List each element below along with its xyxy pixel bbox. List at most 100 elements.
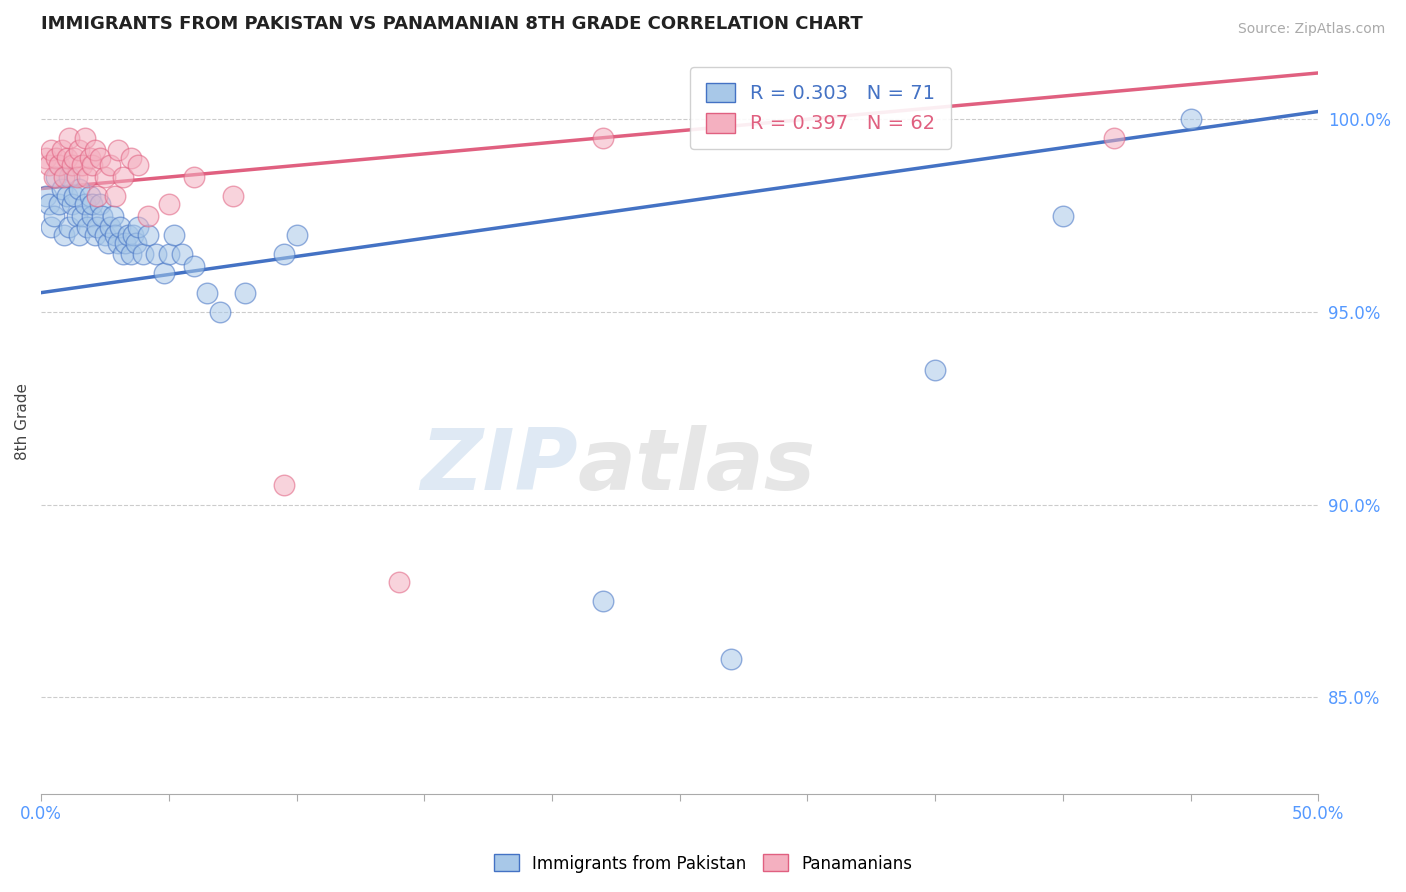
Point (98, 220, 121, 235)
Point (98, 158, 121, 172)
Point (124, 235, 146, 250)
Point (388, 574, 411, 589)
Point (208, 305, 231, 319)
Point (592, 131, 614, 145)
Point (101, 209, 124, 223)
Point (67, 227, 90, 242)
Point (38, 158, 60, 172)
Point (94, 227, 117, 242)
Point (221, 189, 243, 203)
Point (86, 220, 108, 235)
Point (132, 247, 155, 261)
Point (89, 151, 111, 165)
Point (48, 197, 70, 211)
Point (96, 235, 118, 250)
Point (592, 594, 614, 608)
Point (924, 362, 946, 376)
Point (120, 247, 142, 261)
Point (42, 169, 65, 184)
Point (83, 227, 105, 242)
Point (89, 197, 111, 211)
Text: IMMIGRANTS FROM PAKISTAN VS PANAMANIAN 8TH GRADE CORRELATION CHART: IMMIGRANTS FROM PAKISTAN VS PANAMANIAN 8… (41, 15, 863, 33)
Point (67, 143, 90, 157)
Point (79, 151, 101, 165)
Point (170, 247, 193, 261)
Point (63, 151, 86, 165)
Point (117, 227, 139, 242)
Point (73, 131, 96, 145)
Point (35, 151, 58, 165)
Point (183, 169, 205, 184)
Point (285, 227, 308, 242)
Point (107, 235, 129, 250)
Point (195, 285, 218, 300)
Point (76, 169, 98, 184)
Point (94, 169, 117, 184)
Point (60, 158, 83, 172)
Point (58, 169, 80, 184)
Point (152, 266, 174, 280)
Point (138, 227, 160, 242)
Text: atlas: atlas (578, 425, 815, 508)
Point (114, 235, 136, 250)
Point (273, 247, 295, 261)
Point (45, 169, 67, 184)
Point (51, 143, 73, 157)
Y-axis label: 8th Grade: 8th Grade (15, 384, 30, 460)
Point (51, 181, 73, 195)
Point (38, 197, 60, 211)
Point (104, 189, 127, 203)
Point (76, 220, 98, 235)
Point (163, 227, 186, 242)
Point (82, 197, 104, 211)
Point (63, 189, 86, 203)
Point (157, 247, 180, 261)
Point (86, 189, 108, 203)
Point (60, 197, 83, 211)
Point (82, 209, 104, 223)
Point (55, 151, 77, 165)
Point (66, 169, 89, 184)
Point (42, 209, 65, 223)
Point (1180, 112, 1202, 127)
Point (720, 652, 742, 666)
Point (107, 143, 129, 157)
Point (1052, 209, 1074, 223)
Point (273, 478, 295, 492)
Point (127, 220, 149, 235)
Point (66, 209, 89, 223)
Point (183, 259, 205, 273)
Point (41, 220, 63, 235)
Point (120, 151, 142, 165)
Text: ZIP: ZIP (420, 425, 578, 508)
Legend: Immigrants from Pakistan, Panamanians: Immigrants from Pakistan, Panamanians (486, 847, 920, 880)
Point (58, 220, 80, 235)
Point (70, 158, 93, 172)
Point (55, 189, 77, 203)
Point (157, 197, 180, 211)
Point (91, 209, 114, 223)
Point (79, 189, 101, 203)
Point (1102, 131, 1125, 145)
Point (73, 197, 96, 211)
Point (111, 169, 134, 184)
Point (145, 247, 167, 261)
Point (83, 143, 105, 157)
Text: Source: ZipAtlas.com: Source: ZipAtlas.com (1237, 22, 1385, 37)
Point (122, 227, 145, 242)
Point (82, 158, 104, 172)
Point (110, 220, 132, 235)
Legend: R = 0.303   N = 71, R = 0.397   N = 62: R = 0.303 N = 71, R = 0.397 N = 62 (690, 67, 950, 149)
Point (138, 209, 160, 223)
Point (104, 227, 127, 242)
Point (41, 143, 63, 157)
Point (70, 209, 93, 223)
Point (53, 169, 76, 184)
Point (53, 227, 76, 242)
Point (58, 131, 80, 145)
Point (235, 285, 257, 300)
Point (35, 189, 58, 203)
Point (45, 151, 67, 165)
Point (111, 247, 134, 261)
Point (48, 158, 70, 172)
